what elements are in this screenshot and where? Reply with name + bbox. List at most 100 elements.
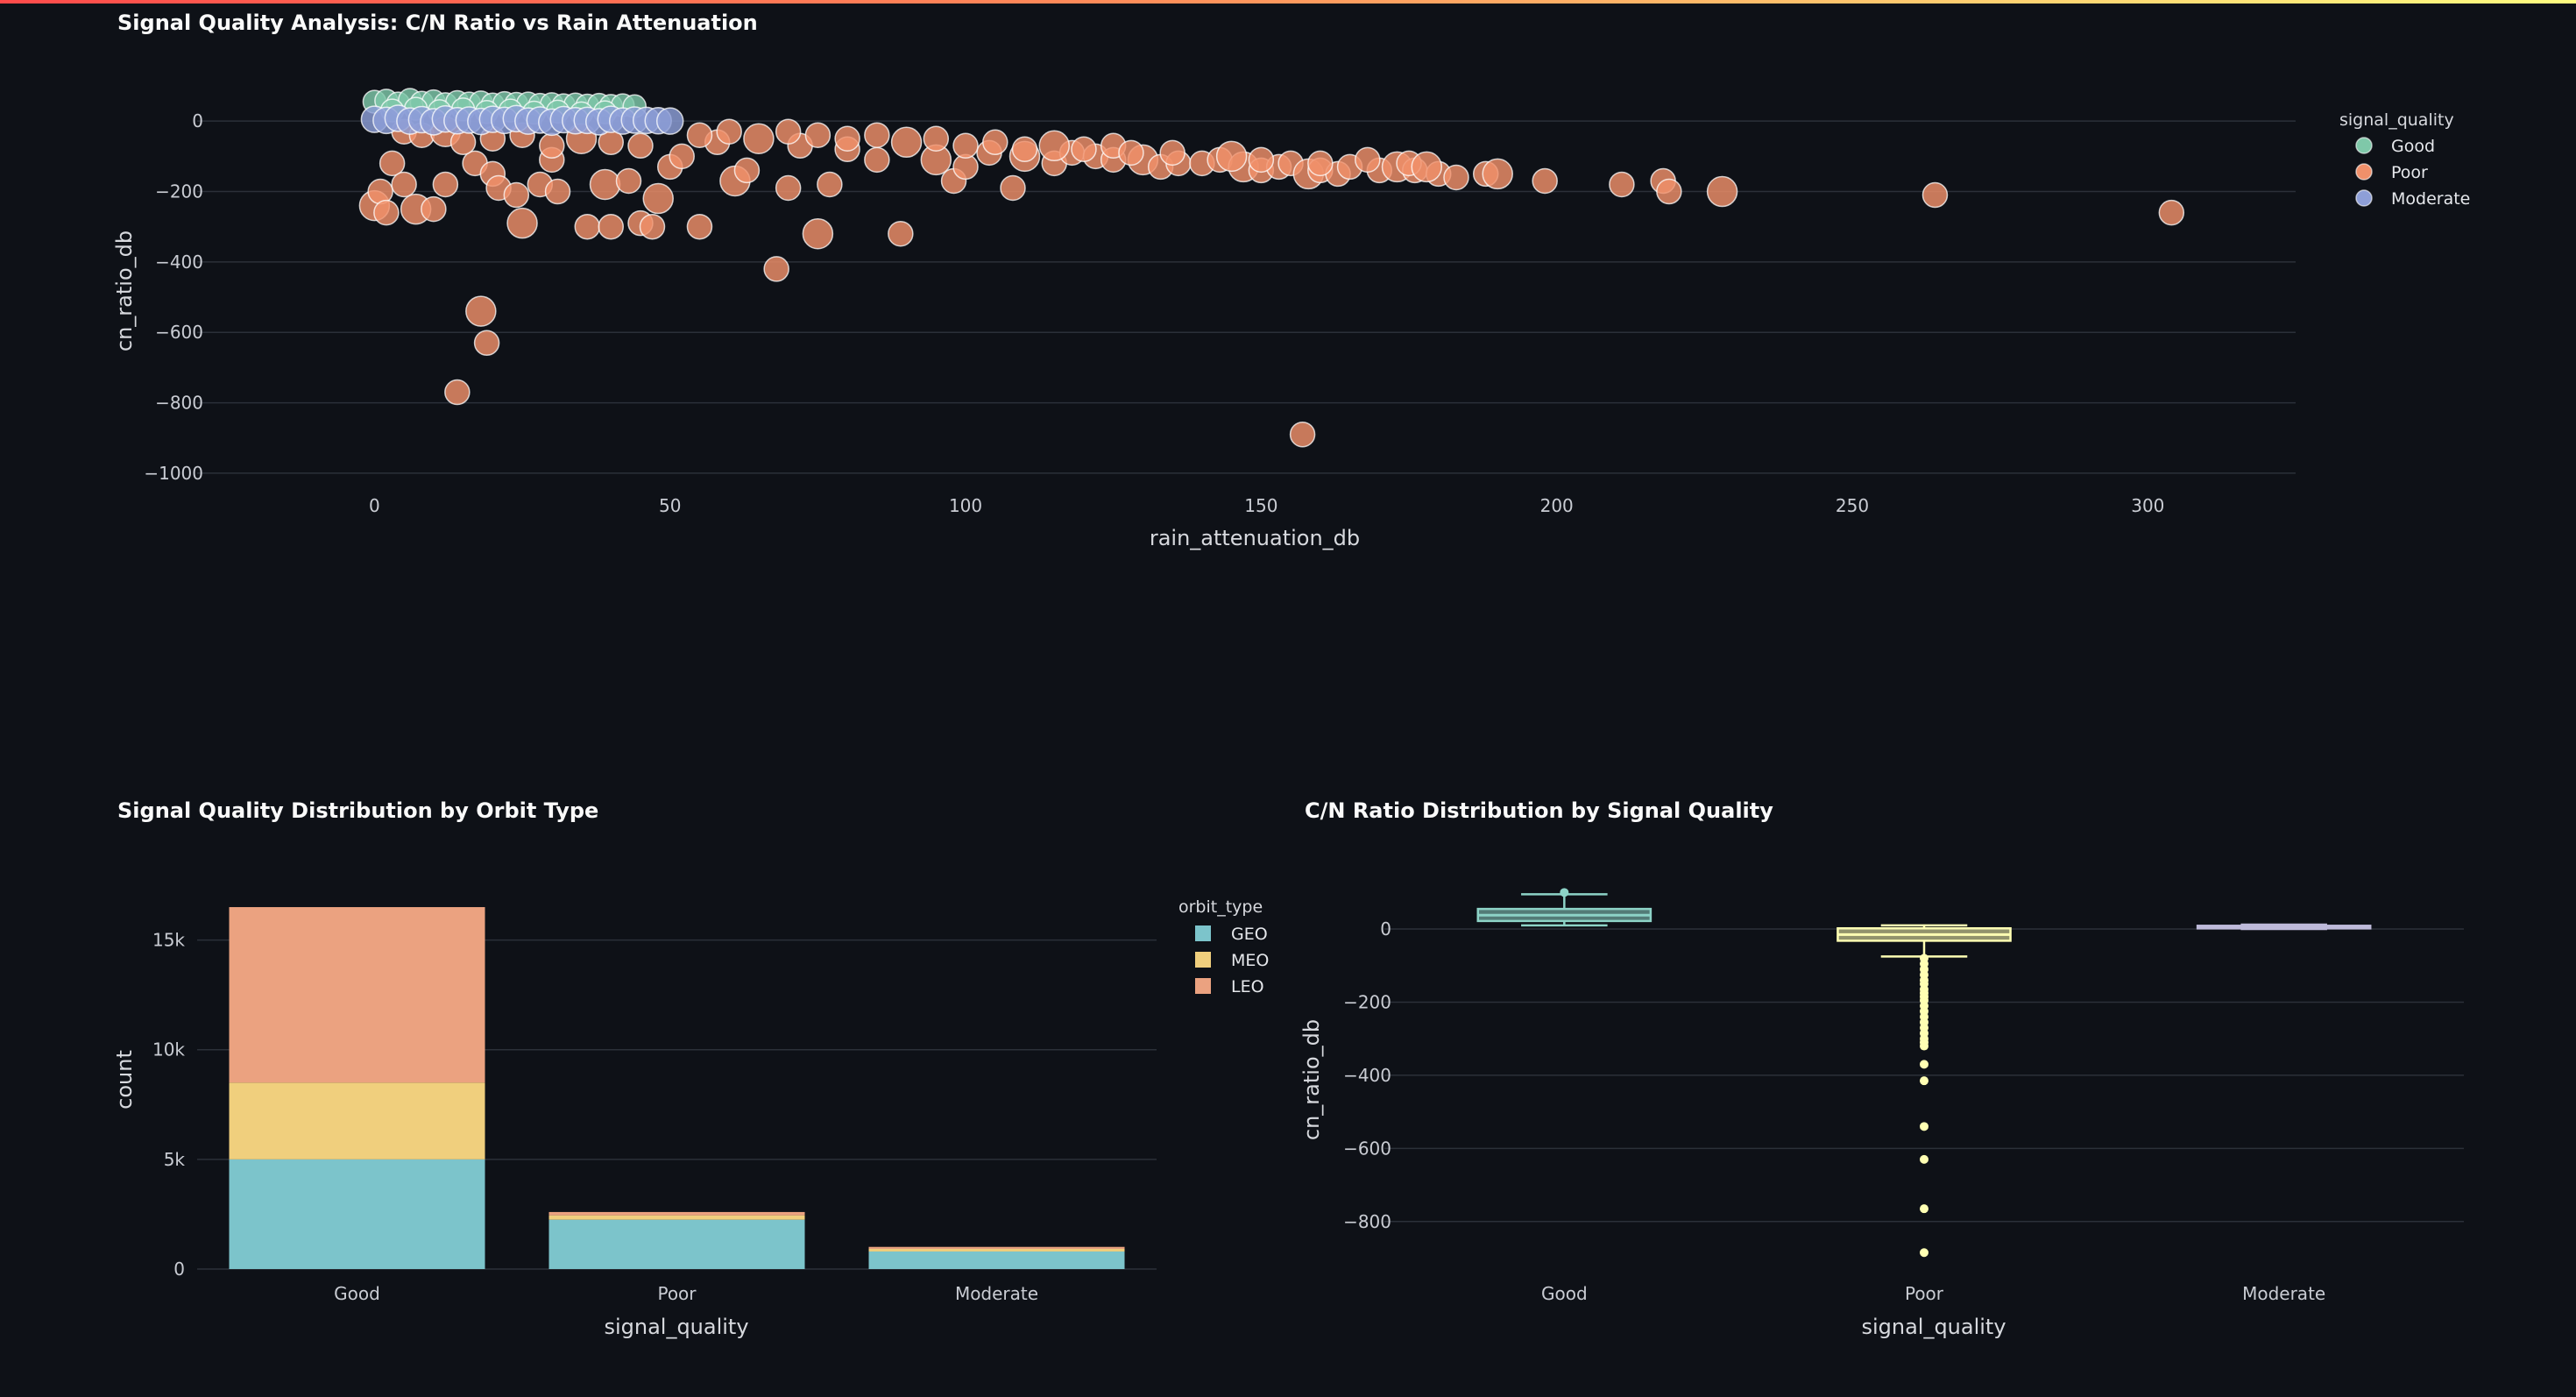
box-x-axis-title: signal_quality bbox=[1861, 1315, 2006, 1339]
bar-x-tick-label: Poor bbox=[657, 1283, 697, 1304]
bar-legend-label-meo: MEO bbox=[1231, 951, 1269, 970]
scatter-point-poor bbox=[503, 181, 530, 209]
scatter-point-poor bbox=[627, 132, 654, 160]
scatter-point-poor bbox=[1355, 146, 1381, 174]
scatter-point-poor bbox=[716, 118, 742, 145]
bar-chart-title: Signal Quality Distribution by Orbit Typ… bbox=[117, 798, 599, 823]
bar-segment-geo-moderate bbox=[868, 1251, 1125, 1269]
scatter-chart-title: Signal Quality Analysis: C/N Ratio vs Ra… bbox=[117, 11, 758, 35]
scatter-point-poor bbox=[817, 171, 843, 198]
bar-segment-meo-moderate bbox=[868, 1248, 1125, 1252]
bar-y-tick-label: 15k bbox=[152, 930, 185, 951]
scatter-point-poor bbox=[982, 129, 1008, 156]
scatter-point-poor bbox=[1289, 421, 1316, 448]
scatter-point-poor bbox=[686, 122, 713, 148]
bar-legend-label-geo: GEO bbox=[1231, 925, 1268, 944]
scatter-y-tick-label: 0 bbox=[192, 110, 203, 131]
scatter-point-poor bbox=[473, 330, 500, 357]
scatter-chart[interactable]: 0 50 100 150 200 250 300 0 −200 −400 −600 −800 −100… bbox=[112, 88, 2470, 550]
scatter-legend-label-poor: Poor bbox=[2391, 163, 2428, 182]
bar-x-tick-label: Good bbox=[334, 1283, 380, 1304]
bar-segment-geo-good bbox=[229, 1159, 485, 1269]
scatter-point-poor bbox=[544, 178, 571, 205]
scatter-point-poor bbox=[733, 157, 761, 184]
scatter-point-poor bbox=[952, 132, 979, 160]
scatter-point-poor bbox=[391, 171, 417, 198]
box-y-tick-label: −600 bbox=[1343, 1138, 1391, 1159]
scatter-y-tick-label: −600 bbox=[155, 322, 203, 343]
box-y-tick-label: −400 bbox=[1343, 1065, 1391, 1086]
scatter-point-poor bbox=[864, 146, 890, 174]
box-outlier-poor bbox=[1920, 1204, 1928, 1214]
scatter-point-poor bbox=[890, 126, 923, 159]
bar-legend-swatch-meo bbox=[1195, 952, 1211, 968]
scatter-x-tick-label: 250 bbox=[1836, 495, 1869, 516]
scatter-point-poor bbox=[373, 199, 400, 226]
scatter-y-tick-label: −400 bbox=[155, 252, 203, 273]
bar-segment-leo-poor bbox=[548, 1211, 805, 1216]
box-y-tick-label: −800 bbox=[1343, 1211, 1391, 1232]
box-outlier-poor bbox=[1920, 1154, 1928, 1164]
scatter-point-poor bbox=[2158, 199, 2185, 226]
scatter-point-poor bbox=[465, 295, 497, 327]
scatter-point-poor bbox=[539, 132, 565, 160]
scatter-point-poor bbox=[639, 213, 666, 240]
scatter-point-poor bbox=[1159, 139, 1185, 167]
scatter-point-poor bbox=[379, 150, 406, 177]
scatter-x-axis-title: rain_attenuation_db bbox=[1150, 526, 1360, 550]
app-header-decoration bbox=[0, 0, 2576, 4]
box-chart[interactable]: Good Poor Moderate 0 −200 −400 −600 −800 signa… bbox=[1299, 888, 2464, 1339]
box-outlier-poor bbox=[1920, 1076, 1928, 1086]
scatter-legend-marker-poor bbox=[2355, 163, 2373, 181]
scatter-point-poor bbox=[834, 125, 860, 152]
scatter-point-poor bbox=[1443, 164, 1469, 191]
scatter-point-moderate bbox=[655, 107, 684, 135]
box-x-tick-label: Good bbox=[1541, 1283, 1588, 1304]
box-outlier-poor bbox=[1920, 1248, 1928, 1258]
scatter-point-poor bbox=[775, 118, 802, 145]
bar-segment-leo-good bbox=[229, 907, 485, 1083]
scatter-point-poor bbox=[1038, 130, 1070, 162]
scatter-point-poor bbox=[1411, 151, 1443, 183]
bar-y-tick-label: 10k bbox=[152, 1039, 185, 1060]
scatter-point-poor bbox=[574, 213, 601, 240]
scatter-y-tick-label: −200 bbox=[155, 181, 203, 202]
box-y-axis-title: cn_ratio_db bbox=[1299, 1019, 1324, 1140]
bar-legend-title: orbit_type bbox=[1178, 897, 1263, 917]
scatter-point-poor bbox=[1656, 178, 1682, 205]
scatter-legend[interactable]: signal_quality Good Poor Moderate bbox=[2339, 110, 2470, 209]
scatter-legend-label-good: Good bbox=[2391, 137, 2435, 156]
scatter-point-poor bbox=[598, 213, 625, 240]
scatter-x-tick-label: 0 bbox=[369, 495, 380, 516]
bar-segment-meo-poor bbox=[548, 1215, 805, 1220]
bar-y-tick-label: 0 bbox=[173, 1259, 185, 1280]
scatter-point-poor bbox=[775, 174, 802, 202]
scatter-point-poor bbox=[686, 213, 713, 240]
box-x-tick-label: Poor bbox=[1905, 1283, 1944, 1304]
scatter-point-poor bbox=[669, 143, 695, 170]
scatter-point-poor bbox=[1307, 150, 1334, 177]
bar-chart[interactable]: Good Poor Moderate 0 5k 10k 15k signal_qualit… bbox=[112, 897, 1269, 1339]
scatter-x-tick-label: 200 bbox=[1540, 495, 1574, 516]
bar-legend-label-leo: LEO bbox=[1231, 977, 1264, 996]
scatter-y-tick-label: −1000 bbox=[144, 463, 203, 484]
scatter-point-poor bbox=[615, 167, 642, 195]
scatter-point-poor bbox=[1609, 171, 1635, 198]
bar-y-axis-title: count bbox=[112, 1050, 137, 1110]
bar-legend-swatch-geo bbox=[1195, 925, 1211, 941]
scatter-legend-label-moderate: Moderate bbox=[2391, 189, 2470, 209]
scatter-point-poor bbox=[923, 125, 950, 152]
box-y-tick-label: −200 bbox=[1343, 991, 1391, 1012]
bar-x-tick-label: Moderate bbox=[955, 1283, 1038, 1304]
bar-legend[interactable]: orbit_type GEO MEO LEO bbox=[1178, 897, 1269, 996]
scatter-point-poor bbox=[444, 379, 471, 406]
scatter-x-tick-label: 300 bbox=[2131, 495, 2164, 516]
box-outlier-poor bbox=[1920, 1060, 1928, 1069]
scatter-point-poor bbox=[1248, 146, 1275, 174]
scatter-point-poor bbox=[589, 168, 621, 201]
box-outlier-good bbox=[1560, 888, 1569, 897]
scatter-point-poor bbox=[802, 217, 834, 250]
scatter-point-poor bbox=[1215, 140, 1248, 173]
bar-segment-geo-poor bbox=[548, 1219, 805, 1269]
